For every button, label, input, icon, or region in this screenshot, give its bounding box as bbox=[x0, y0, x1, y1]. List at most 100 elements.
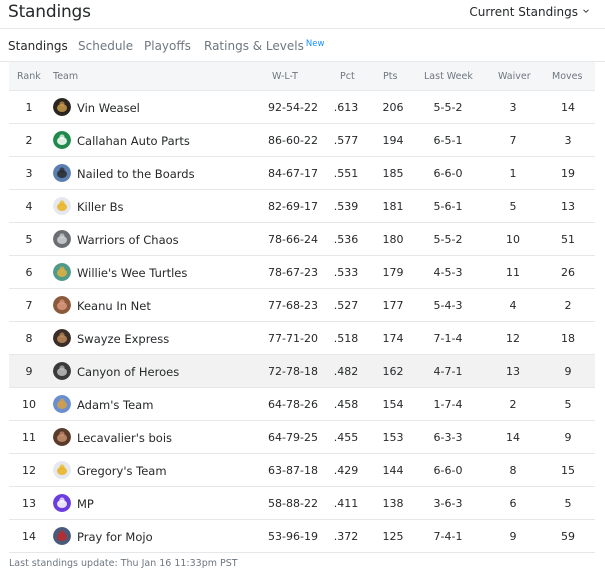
wlt-cell: 58-88-22 bbox=[268, 497, 318, 510]
table-row: 2 Callahan Auto Parts 86-60-22 .577 194 6-5-1… bbox=[9, 124, 595, 157]
team-avatar-icon[interactable] bbox=[53, 230, 71, 248]
rank-cell: 14 bbox=[22, 530, 36, 543]
waiver-cell: 5 bbox=[509, 200, 517, 213]
rank-cell: 8 bbox=[25, 332, 33, 345]
team-avatar-icon[interactable] bbox=[53, 197, 71, 215]
last-week-cell: 6-6-0 bbox=[433, 167, 463, 180]
pct-cell: .527 bbox=[333, 299, 359, 312]
team-name-link[interactable]: Pray for Mojo bbox=[77, 530, 153, 544]
team-name-link[interactable]: Gregory's Team bbox=[77, 464, 167, 478]
last-week-cell: 1-7-4 bbox=[433, 398, 463, 411]
team-avatar-icon[interactable] bbox=[53, 362, 71, 380]
team-name-link[interactable]: Warriors of Chaos bbox=[77, 233, 179, 247]
moves-cell: 14 bbox=[561, 101, 575, 114]
tab-playoffs[interactable]: Playoffs bbox=[144, 39, 191, 53]
rank-cell: 6 bbox=[25, 266, 33, 279]
table-row: 11 Lecavalier's bois 64-79-25 .455 153 6-3-3 1… bbox=[9, 421, 595, 454]
team-name-link[interactable]: Adam's Team bbox=[77, 398, 154, 412]
pts-cell: 144 bbox=[382, 464, 404, 477]
table-row: 5 Warriors of Chaos 78-66-24 .536 180 5-5-2 10… bbox=[9, 223, 595, 256]
waiver-cell: 11 bbox=[506, 266, 520, 279]
moves-cell: 19 bbox=[561, 167, 575, 180]
col-rank: Rank bbox=[17, 71, 41, 82]
pct-cell: .411 bbox=[333, 497, 359, 510]
moves-cell: 18 bbox=[561, 332, 575, 345]
team-avatar-icon[interactable] bbox=[53, 329, 71, 347]
page-title: Standings bbox=[8, 2, 91, 22]
wlt-cell: 64-78-26 bbox=[268, 398, 318, 411]
col-pts: Pts bbox=[383, 71, 398, 82]
rank-cell: 7 bbox=[25, 299, 33, 312]
tab-schedule[interactable]: Schedule bbox=[78, 39, 133, 53]
rank-cell: 5 bbox=[25, 233, 33, 246]
team-name-link[interactable]: Lecavalier's bois bbox=[77, 431, 173, 445]
pts-cell: 177 bbox=[382, 299, 404, 312]
last-week-cell: 6-3-3 bbox=[433, 431, 463, 444]
team-name-link[interactable]: MP bbox=[77, 497, 94, 511]
team-name-link[interactable]: Willie's Wee Turtles bbox=[77, 266, 188, 280]
table-row: 12 Gregory's Team 63-87-18 .429 144 6-6-0 8 15 bbox=[9, 454, 595, 487]
col-moves: Moves bbox=[552, 71, 583, 82]
wlt-cell: 72-78-18 bbox=[268, 365, 318, 378]
moves-cell: 3 bbox=[564, 134, 572, 147]
table-row: 7 Keanu In Net 77-68-23 .527 177 5-4-3 4 2 bbox=[9, 289, 595, 322]
team-avatar-icon[interactable] bbox=[53, 494, 71, 512]
team-avatar-icon[interactable] bbox=[53, 131, 71, 149]
last-week-cell: 7-1-4 bbox=[433, 332, 463, 345]
col-team: Team bbox=[53, 71, 79, 82]
team-name-link[interactable]: Swayze Express bbox=[77, 332, 170, 346]
table-row: 3 Nailed to the Boards 84-67-17 .551 185 6-6-… bbox=[9, 157, 595, 190]
team-avatar-icon[interactable] bbox=[53, 527, 71, 545]
team-name-link[interactable]: Canyon of Heroes bbox=[77, 365, 180, 379]
waiver-cell: 8 bbox=[509, 464, 517, 477]
moves-cell: 5 bbox=[564, 497, 572, 510]
current-standings-dropdown[interactable]: Current Standings bbox=[469, 5, 589, 19]
col-wlt: W-L-T bbox=[272, 71, 298, 82]
rank-cell: 11 bbox=[22, 431, 36, 444]
pct-cell: .539 bbox=[333, 200, 359, 213]
wlt-cell: 78-67-23 bbox=[268, 266, 318, 279]
team-name-link[interactable]: Keanu In Net bbox=[77, 299, 151, 313]
tab-standings[interactable]: Standings bbox=[8, 39, 68, 53]
waiver-cell: 1 bbox=[509, 167, 517, 180]
wlt-cell: 82-69-17 bbox=[268, 200, 318, 213]
team-avatar-icon[interactable] bbox=[53, 428, 71, 446]
pct-cell: .613 bbox=[333, 101, 359, 114]
pct-cell: .458 bbox=[333, 398, 359, 411]
team-avatar-icon[interactable] bbox=[53, 461, 71, 479]
last-week-cell: 6-5-1 bbox=[433, 134, 463, 147]
col-last-week: Last Week bbox=[424, 71, 473, 82]
table-row: 14 Pray for Mojo 53-96-19 .372 125 7-4-1 9 59 bbox=[9, 520, 595, 553]
waiver-cell: 12 bbox=[506, 332, 520, 345]
table-row: 8 Swayze Express 77-71-20 .518 174 7-1-4 12 18 bbox=[9, 322, 595, 355]
moves-cell: 2 bbox=[564, 299, 572, 312]
last-week-cell: 3-6-3 bbox=[433, 497, 463, 510]
team-avatar-icon[interactable] bbox=[53, 164, 71, 182]
tab-label: Schedule bbox=[78, 39, 134, 53]
pct-cell: .429 bbox=[333, 464, 359, 477]
table-row: 9 Canyon of Heroes 72-78-18 .482 162 4-7-1 13 9 bbox=[9, 355, 595, 388]
team-name-link[interactable]: Vin Weasel bbox=[77, 101, 140, 115]
col-pct: Pct bbox=[340, 71, 355, 82]
tab-ratings-levels[interactable]: Ratings & Levels New bbox=[204, 39, 324, 53]
team-avatar-icon[interactable] bbox=[53, 98, 71, 116]
team-avatar-icon[interactable] bbox=[53, 263, 71, 281]
waiver-cell: 3 bbox=[509, 101, 517, 114]
waiver-cell: 6 bbox=[509, 497, 517, 510]
table-row: 1 Vin Weasel 92-54-22 .613 206 5-5-2 3 14 bbox=[9, 91, 595, 124]
pts-cell: 154 bbox=[382, 398, 404, 411]
tab-label: Playoffs bbox=[144, 39, 191, 53]
rank-cell: 9 bbox=[25, 365, 33, 378]
team-avatar-icon[interactable] bbox=[53, 296, 71, 314]
team-name-link[interactable]: Killer Bs bbox=[77, 200, 124, 214]
team-name-link[interactable]: Nailed to the Boards bbox=[77, 167, 195, 181]
moves-cell: 13 bbox=[561, 200, 575, 213]
team-name-link[interactable]: Callahan Auto Parts bbox=[77, 134, 190, 148]
pts-cell: 180 bbox=[382, 233, 404, 246]
team-avatar-icon[interactable] bbox=[53, 395, 71, 413]
wlt-cell: 78-66-24 bbox=[268, 233, 318, 246]
rank-cell: 13 bbox=[22, 497, 36, 510]
waiver-cell: 13 bbox=[506, 365, 520, 378]
wlt-cell: 77-68-23 bbox=[268, 299, 318, 312]
rank-cell: 10 bbox=[22, 398, 36, 411]
